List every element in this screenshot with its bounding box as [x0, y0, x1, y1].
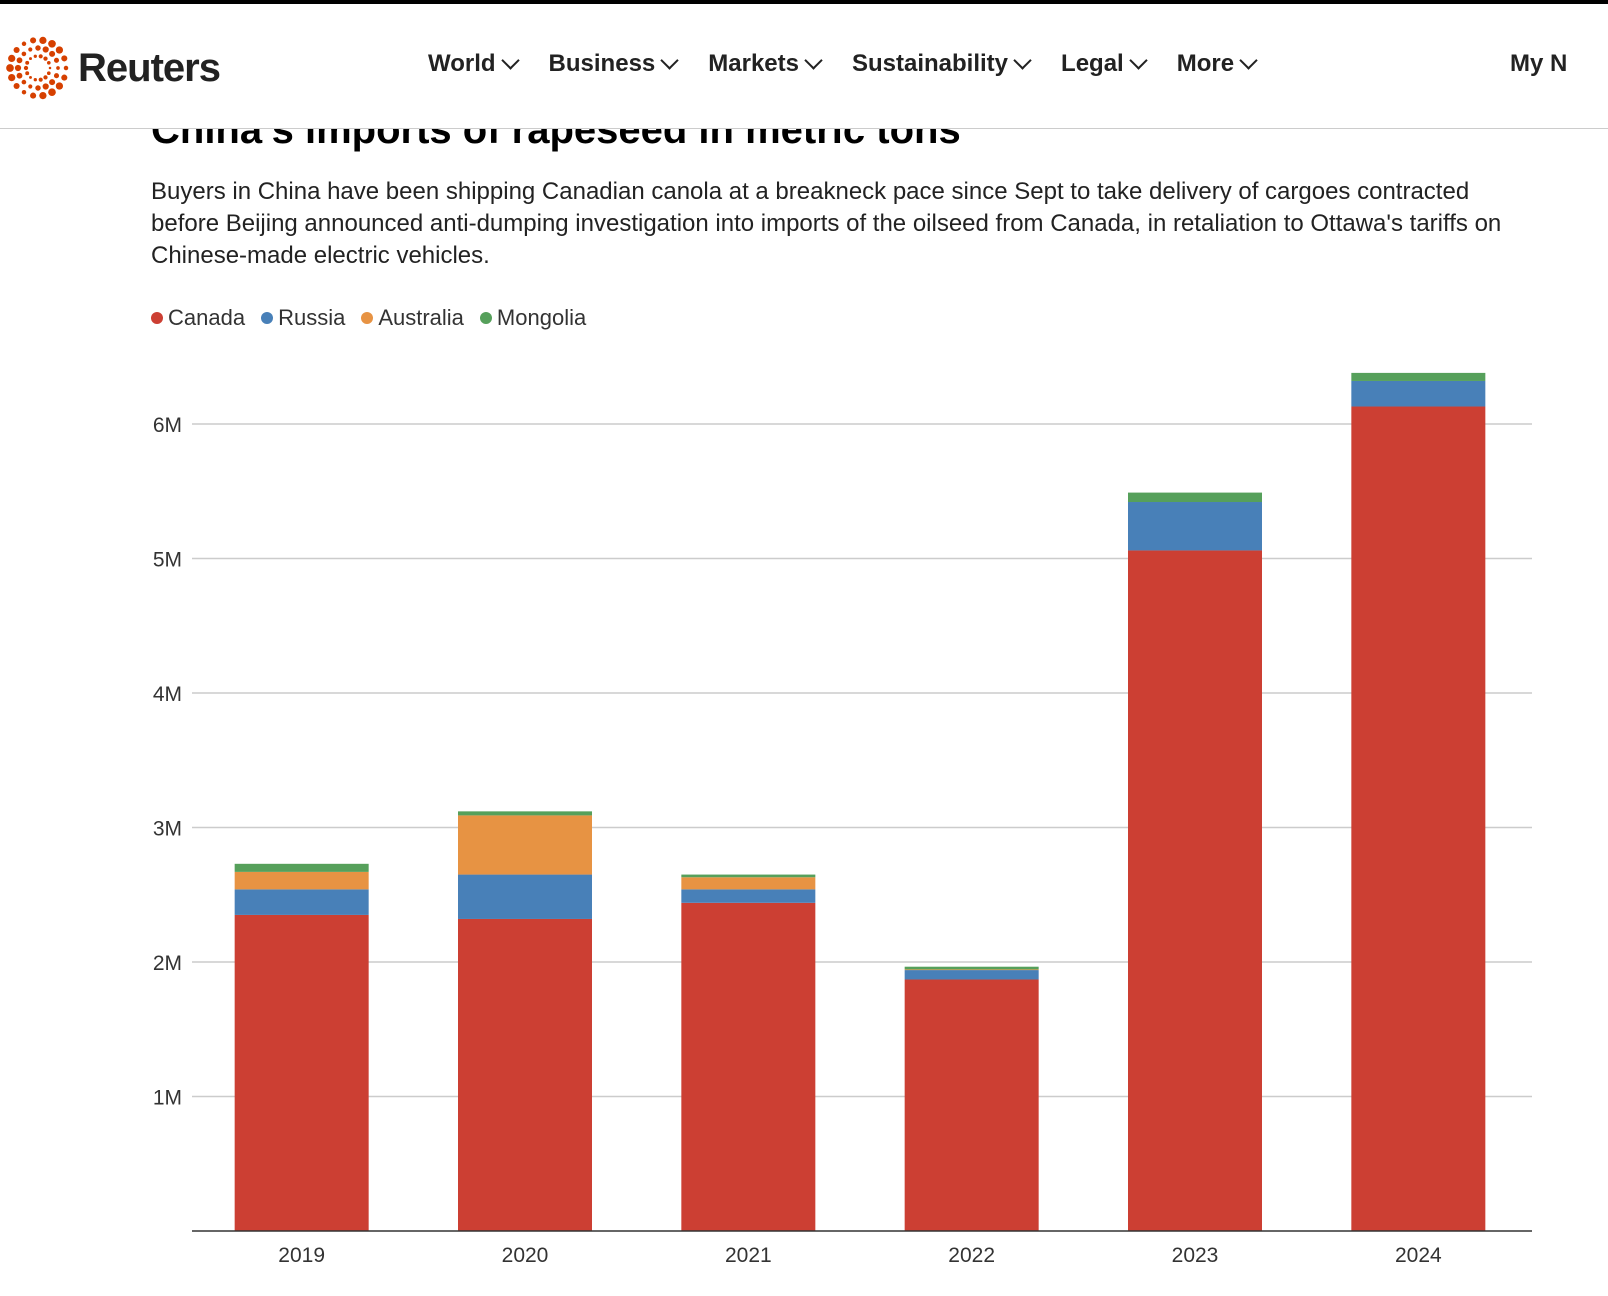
bar-segment-australia-2021 — [681, 877, 816, 890]
chevron-down-icon — [1239, 50, 1258, 70]
nav-label: Markets — [708, 50, 799, 77]
reuters-logo-icon — [6, 36, 69, 100]
legend-label: Russia — [278, 305, 346, 330]
top-bar — [0, 0, 1608, 4]
chevron-down-icon — [500, 50, 520, 70]
nav-label: More — [1176, 50, 1235, 77]
nav-label: Legal — [1061, 50, 1124, 77]
bar-segment-mongolia-2024 — [1351, 372, 1486, 381]
bar-segment-mongolia-2019 — [234, 863, 369, 872]
bar-segment-australia-2022 — [904, 969, 1039, 971]
legend-label: Mongolia — [496, 305, 587, 330]
bar-segment-canada-2023 — [1128, 550, 1262, 1231]
site-header: Reuters World Business Markets Sustainab… — [0, 4, 1608, 129]
legend-item-canada: Canada — [151, 305, 245, 331]
y-tick-label: 6M — [153, 414, 182, 437]
bar-segment-australia-2020 — [458, 815, 592, 875]
legend-swatch — [261, 312, 274, 324]
y-tick-label: 3M — [153, 818, 182, 841]
bar-segment-russia-2021 — [681, 889, 816, 903]
bar-segment-canada-2020 — [458, 918, 592, 1231]
legend-item-australia: Australia — [361, 305, 464, 331]
nav-label: World — [428, 50, 496, 77]
chevron-down-icon — [660, 50, 679, 70]
legend-item-mongolia: Mongolia — [479, 305, 587, 331]
logo-text: Reuters — [78, 45, 221, 90]
nav-label: Business — [548, 50, 656, 77]
reuters-logo[interactable]: Reuters — [6, 36, 221, 100]
bar-segment-mongolia-2021 — [681, 874, 816, 878]
x-tick-label: 2024 — [1395, 1244, 1442, 1267]
main-nav: World Business Markets Sustainability Le… — [428, 50, 1258, 78]
chevron-down-icon — [1129, 50, 1148, 70]
y-tick-label: 4M — [153, 683, 182, 706]
chart-description: Buyers in China have been shipping Canad… — [151, 178, 1502, 269]
bar-segment-russia-2024 — [1351, 380, 1486, 407]
chart-legend: Canada Russia Australia Mongolia — [151, 305, 586, 331]
nav-world[interactable]: World — [428, 50, 520, 78]
legend-label: Canada — [168, 305, 246, 330]
legend-item-russia: Russia — [261, 305, 345, 331]
bar-segment-canada-2024 — [1351, 406, 1486, 1231]
bar-segment-canada-2019 — [234, 914, 369, 1231]
bar-segment-russia-2023 — [1128, 502, 1262, 551]
bar-segment-russia-2022 — [904, 970, 1039, 980]
y-tick-label: 2M — [153, 952, 182, 975]
legend-label: Australia — [378, 305, 464, 330]
legend-swatch — [479, 312, 492, 324]
x-tick-label: 2020 — [502, 1244, 549, 1267]
bar-segment-australia-2019 — [234, 871, 369, 890]
legend-swatch — [361, 312, 374, 324]
nav-business[interactable]: Business — [548, 50, 679, 78]
nav-label: Sustainability — [851, 50, 1009, 77]
y-tick-label: 1M — [153, 1087, 182, 1110]
x-tick-label: 2022 — [948, 1244, 995, 1267]
bar-segment-canada-2021 — [681, 902, 816, 1231]
chevron-down-icon — [1013, 50, 1032, 70]
bar-segment-canada-2022 — [904, 979, 1039, 1231]
y-tick-label: 5M — [153, 549, 182, 572]
x-tick-label: 2019 — [278, 1244, 325, 1267]
nav-legal[interactable]: Legal — [1061, 50, 1148, 78]
bar-segment-russia-2020 — [458, 874, 592, 919]
nav-sustainability[interactable]: Sustainability — [851, 50, 1032, 78]
bar-segment-russia-2019 — [234, 889, 369, 915]
legend-swatch — [151, 312, 163, 324]
bar-segment-mongolia-2022 — [904, 966, 1039, 970]
x-tick-label: 2023 — [1172, 1244, 1219, 1267]
bar-segment-mongolia-2023 — [1128, 492, 1262, 503]
my-news-link[interactable]: My N — [1510, 50, 1568, 77]
x-tick-label: 2021 — [725, 1244, 772, 1267]
nav-markets[interactable]: Markets — [708, 50, 823, 78]
nav-more[interactable]: More — [1176, 50, 1258, 78]
bar-segment-mongolia-2020 — [458, 811, 592, 816]
chevron-down-icon — [804, 50, 823, 70]
